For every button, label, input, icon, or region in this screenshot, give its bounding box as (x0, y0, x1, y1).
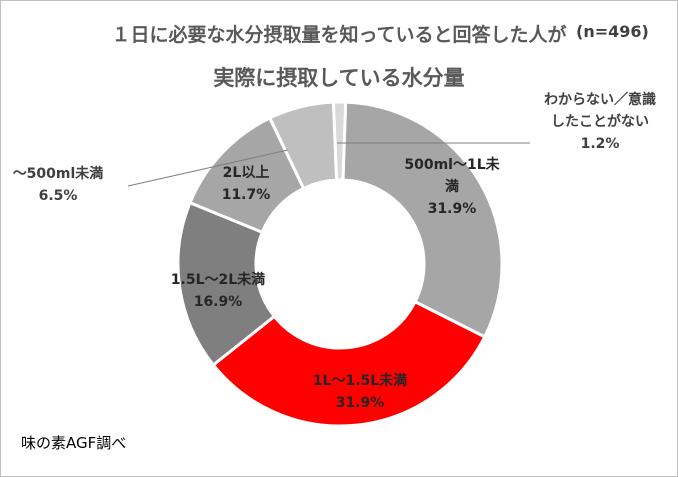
slice-5 (331, 100, 348, 182)
leader-lines (127, 142, 530, 187)
slice-category-label-1: 1L～1.5L未満 (313, 372, 407, 389)
slice-1 (211, 299, 487, 428)
slice-category-label-0: 500ml～1L未 (404, 156, 500, 173)
slice-value-label-5: 1.2% (581, 136, 620, 152)
slice-category-label-2: 1.5L～2L未満 (171, 271, 265, 288)
source-note: 味の素AGF調べ (21, 434, 127, 452)
donut-slices (176, 100, 504, 428)
slice-category-label-4: ～500ml未満 (13, 165, 104, 182)
slice-category-label-5: したことがない (551, 113, 649, 130)
leader-line-4 (127, 149, 289, 187)
chart-title-line1: １日に必要な水分摂取量を知っていると回答した人が (111, 24, 567, 46)
slice-value-label-0: 31.9% (428, 201, 477, 217)
sample-size-label: (n=496) (576, 22, 649, 41)
slice-category-label-3: 2L以上 (223, 165, 270, 181)
slice-2 (176, 200, 277, 368)
slice-value-label-1: 31.9% (336, 395, 385, 411)
slice-value-label-4: 6.5% (39, 188, 78, 204)
slice-category-label-0: 満 (445, 178, 459, 195)
slice-value-label-3: 11.7% (222, 187, 271, 203)
slice-0 (341, 100, 504, 339)
slice-value-label-2: 16.9% (194, 294, 243, 310)
chart-title-line2: 実際に摂取している水分量 (213, 66, 465, 90)
slice-category-label-5: わからない／意識 (544, 91, 656, 108)
